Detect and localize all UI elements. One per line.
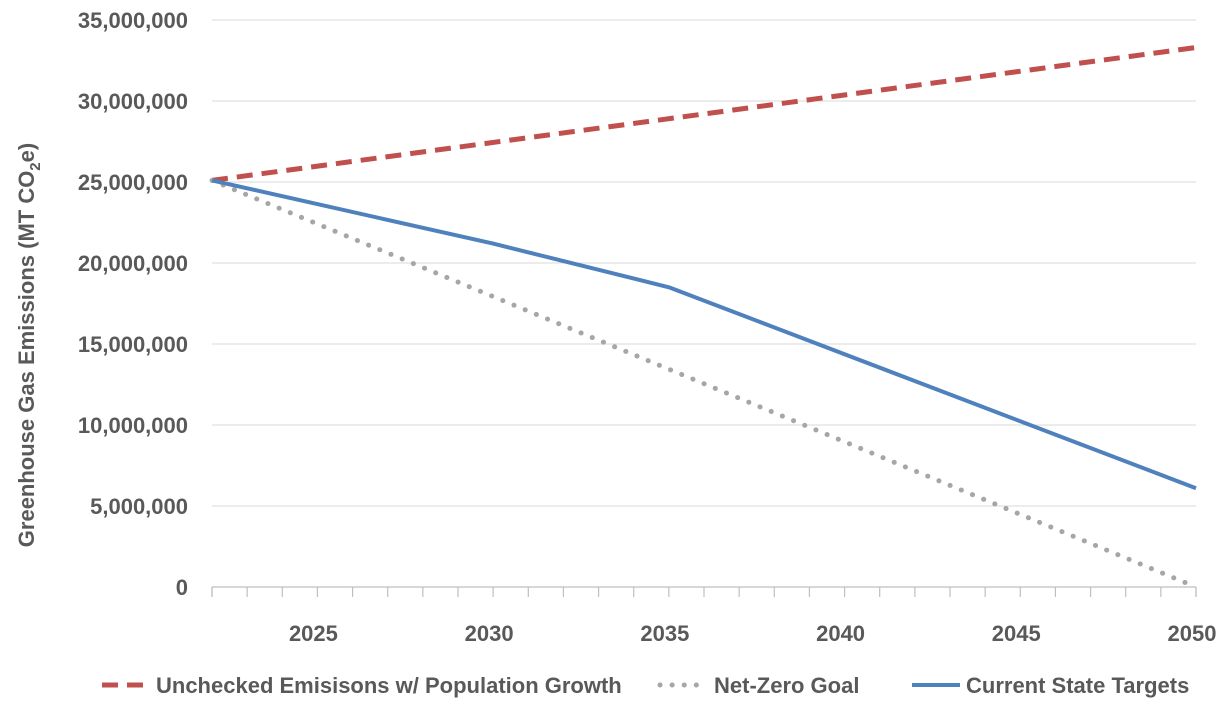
x-tick-label: 2045 bbox=[992, 621, 1041, 646]
y-tick-label: 10,000,000 bbox=[78, 413, 188, 438]
y-tick-label: 25,000,000 bbox=[78, 170, 188, 195]
x-tick-label: 2035 bbox=[640, 621, 689, 646]
gridlines bbox=[212, 19, 1196, 507]
y-axis-title-main: Greenhouse Gas Emissions (MT CO bbox=[14, 171, 39, 548]
y-tick-label: 5,000,000 bbox=[90, 494, 188, 519]
legend-label-3: Current State Targets bbox=[966, 673, 1189, 698]
y-axis-title-group: Greenhouse Gas Emissions (MT CO2e) bbox=[14, 143, 44, 547]
legend-label-2: Net-Zero Goal bbox=[714, 673, 859, 698]
x-tick-label: 2030 bbox=[465, 621, 514, 646]
y-axis-title-subscript: 2 bbox=[27, 162, 44, 170]
y-tick-label: 30,000,000 bbox=[78, 89, 188, 114]
x-tick-label: 2025 bbox=[289, 621, 338, 646]
plot-area bbox=[209, 45, 1199, 590]
x-tick-label: 2040 bbox=[816, 621, 865, 646]
series-line-1 bbox=[211, 45, 1197, 183]
axes bbox=[211, 586, 1197, 597]
series-line-2 bbox=[209, 177, 1199, 590]
y-tick-label: 0 bbox=[176, 575, 188, 600]
tick-labels: 0 5,000,000 10,000,000 15,000,000 20,000,000… bbox=[78, 8, 1217, 646]
y-tick-label: 15,000,000 bbox=[78, 332, 188, 357]
y-axis-title-suffix: e) bbox=[14, 143, 39, 163]
x-tick-label: 2050 bbox=[1168, 621, 1217, 646]
series-line-3 bbox=[211, 178, 1197, 491]
y-tick-label: 20,000,000 bbox=[78, 251, 188, 276]
legend-label-1: Unchecked Emisisons w/ Population Growth bbox=[156, 673, 622, 698]
y-axis-title: Greenhouse Gas Emissions (MT CO2e) bbox=[14, 143, 44, 547]
legend: Unchecked Emisisons w/ Population Growth… bbox=[102, 673, 1189, 698]
y-tick-label: 35,000,000 bbox=[78, 8, 188, 33]
